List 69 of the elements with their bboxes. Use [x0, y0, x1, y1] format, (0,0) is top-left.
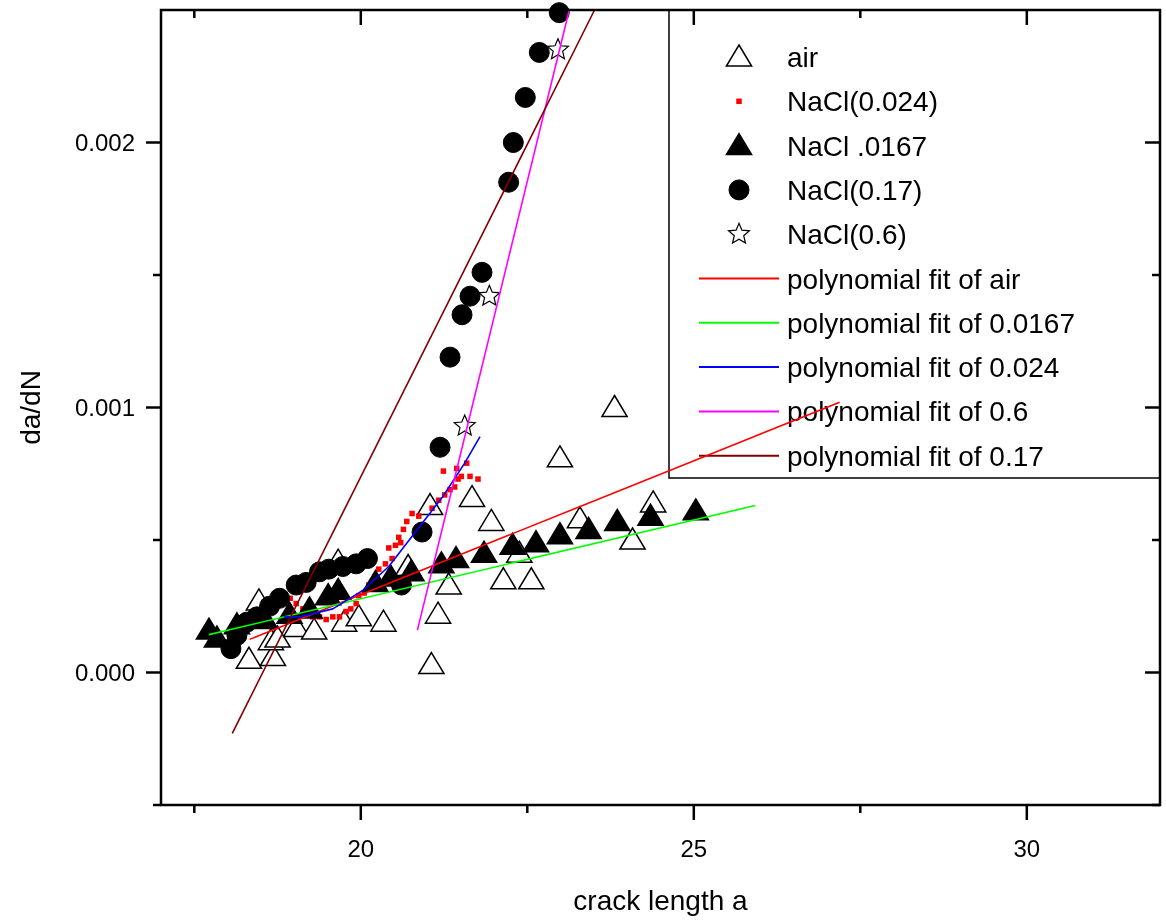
y-tick-label: 0.002 — [74, 128, 135, 156]
y-tick-label: 0.001 — [74, 393, 135, 421]
point — [345, 604, 373, 627]
point — [477, 508, 505, 532]
point — [478, 284, 501, 306]
point — [343, 608, 349, 615]
point — [603, 508, 631, 532]
point — [440, 468, 447, 474]
point — [451, 304, 473, 326]
point — [404, 518, 410, 525]
point — [575, 516, 602, 540]
point — [546, 38, 569, 60]
point — [353, 600, 359, 607]
point — [411, 521, 433, 543]
point — [528, 41, 550, 63]
point — [470, 540, 498, 563]
legend-label: polynomial fit of 0.0167 — [787, 307, 1075, 339]
point — [471, 261, 493, 283]
point — [386, 545, 392, 551]
point — [502, 132, 524, 153]
point — [300, 617, 328, 640]
legend-label: NaCl(0.6) — [787, 219, 907, 251]
point — [637, 503, 664, 526]
point — [467, 473, 473, 480]
point — [356, 548, 378, 570]
legend-label: air — [787, 42, 819, 73]
point — [235, 646, 263, 669]
point — [546, 521, 574, 545]
legend-label: polynomial fit of 0.17 — [787, 440, 1044, 472]
x-tick-label: 25 — [680, 835, 708, 862]
point — [435, 572, 463, 595]
point — [269, 587, 291, 609]
point — [619, 527, 646, 550]
point — [415, 513, 422, 519]
legend-label: NaCl .0167 — [787, 130, 928, 162]
point — [370, 609, 397, 632]
point — [418, 651, 445, 675]
y-tick-label: 0.000 — [74, 658, 135, 686]
point — [682, 498, 710, 521]
point — [429, 436, 451, 458]
y-axis-title: da/dN — [15, 370, 46, 445]
point — [398, 539, 404, 546]
x-tick-label: 20 — [347, 835, 375, 862]
point — [348, 606, 354, 612]
point — [459, 285, 481, 307]
point — [323, 616, 329, 623]
point — [330, 614, 336, 620]
point — [336, 614, 343, 620]
x-tick-label: 30 — [1013, 835, 1041, 862]
x-axis-title: crack length a — [573, 885, 749, 916]
point — [546, 445, 574, 468]
point — [458, 484, 486, 508]
point — [475, 476, 481, 482]
point — [439, 346, 461, 368]
legend-label: polynomial fit of 0.024 — [787, 352, 1060, 384]
legend-label: NaCl(0.024) — [787, 86, 938, 118]
point — [601, 394, 628, 418]
point — [424, 601, 452, 624]
point — [499, 532, 526, 556]
point — [522, 529, 550, 553]
point — [396, 534, 402, 541]
legend-label: polynomial fit of air — [787, 263, 1021, 295]
point — [409, 510, 415, 517]
point — [382, 561, 389, 567]
point — [376, 566, 382, 572]
point — [514, 86, 536, 108]
legend-label: NaCl(0.17) — [787, 174, 923, 206]
point — [517, 567, 545, 590]
point — [489, 567, 517, 590]
